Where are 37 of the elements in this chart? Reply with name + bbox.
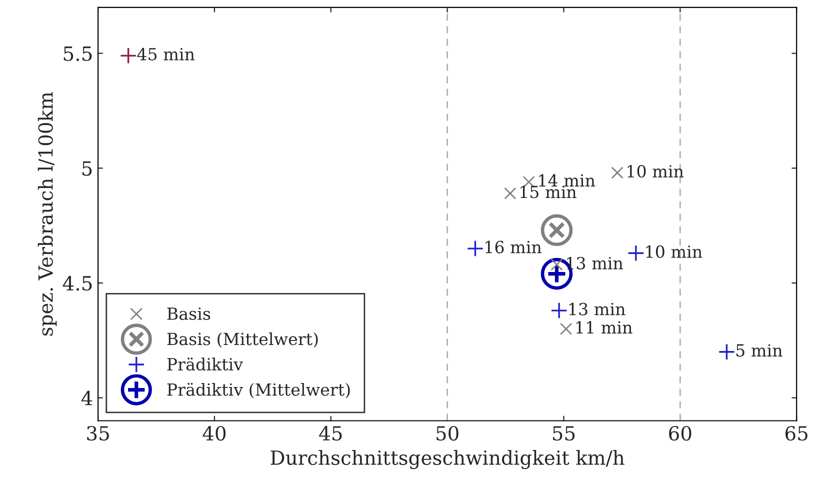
point [550,258,563,271]
annotation: 13 min [569,302,626,316]
x-tick-label: 50 [436,426,458,441]
x-tick-label: 45 [319,426,342,441]
point [560,322,572,335]
point [718,343,736,360]
x-tick-label: 60 [669,426,692,441]
annotation: 45 min [137,48,195,60]
point [504,187,516,200]
legend-label: Basis (Mittelwert) [167,332,318,348]
y-axis-title: spez. Verbrauch l/100km [38,92,57,336]
annotation: 10 min [646,245,702,258]
x-tick-label: 35 [87,426,109,441]
legend-label: Prädiktiv [167,358,243,371]
point [611,166,624,179]
point [466,240,484,257]
point [540,214,573,246]
annotation: 11 min [576,321,632,334]
legend-label: Basis [167,307,210,320]
annotation: 14 min [539,174,596,187]
point [627,244,644,262]
annotation: 5 min [736,344,782,357]
x-tick-label: 40 [202,426,226,441]
y-tick-label: 5.5 [64,46,92,62]
y-tick-label: 4.5 [62,276,92,291]
legend-label: Prädiktiv (Mittelwert) [167,382,350,398]
y-tick-label: 4 [81,390,92,406]
point [550,302,568,319]
annotation: 10 min [628,164,684,178]
annotation: 15 min [520,186,576,198]
annotation: 16 min [486,240,542,254]
x-tick-label: 65 [786,426,808,441]
point [120,47,137,64]
y-tick-label: 5 [82,161,92,176]
x-tick-label: 55 [553,426,575,441]
x-axis-title: Durchschnittsgeschwindigkeit km/h [270,450,624,470]
annotation: 13 min [567,256,623,270]
